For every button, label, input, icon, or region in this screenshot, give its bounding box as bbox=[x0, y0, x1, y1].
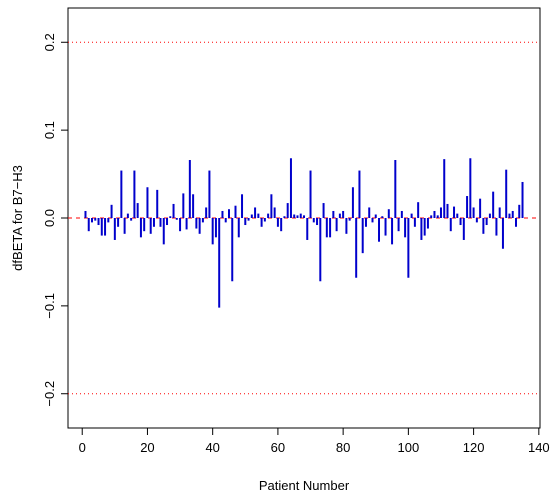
x-tick-label: 140 bbox=[528, 440, 550, 455]
x-tick-label: 60 bbox=[271, 440, 285, 455]
x-tick-label: 0 bbox=[79, 440, 86, 455]
y-tick-label: −0.1 bbox=[42, 293, 57, 319]
x-tick-label: 40 bbox=[205, 440, 219, 455]
x-tick-label: 120 bbox=[463, 440, 485, 455]
y-tick-label: 0.2 bbox=[42, 33, 57, 51]
y-tick-label: −0.2 bbox=[42, 381, 57, 407]
x-tick-label: 100 bbox=[398, 440, 420, 455]
y-tick-label: 0.1 bbox=[42, 121, 57, 139]
y-axis-label: dfBETA for B7−H3 bbox=[10, 165, 25, 271]
x-tick-label: 20 bbox=[140, 440, 154, 455]
y-tick-label: 0.0 bbox=[42, 209, 57, 227]
x-tick-label: 80 bbox=[336, 440, 350, 455]
x-axis-label: Patient Number bbox=[259, 478, 350, 493]
